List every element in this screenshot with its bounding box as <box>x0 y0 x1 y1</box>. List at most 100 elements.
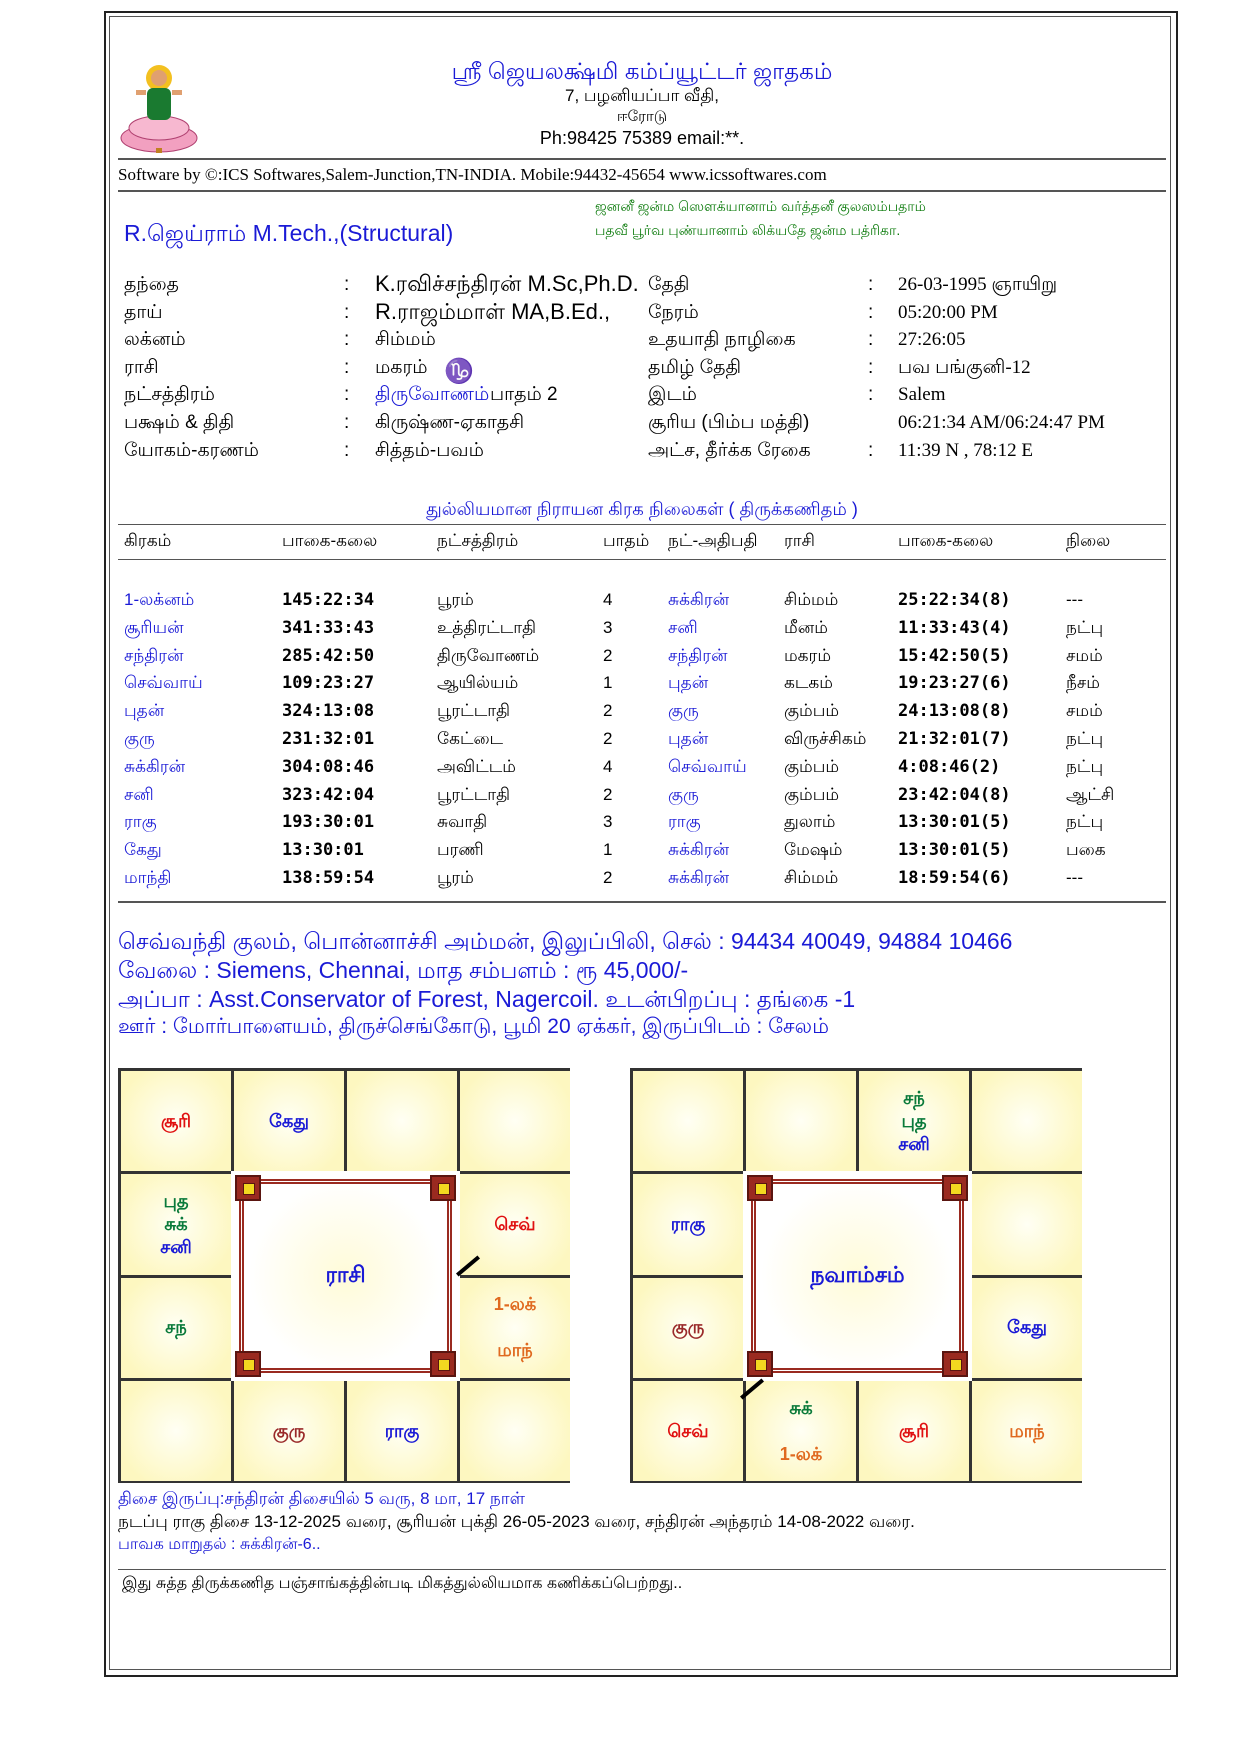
table-cell: 285:42:50 <box>282 645 375 666</box>
chart-title: நவாம்சம் <box>810 1261 905 1287</box>
table-cell: செவ்வாய் <box>124 673 203 693</box>
table-cell: 193:30:01 <box>282 812 375 833</box>
info-line: செவ்வந்தி குலம், பொன்னாச்சி அம்மன், இலுப… <box>118 928 1013 954</box>
table-cell: மாந்தி <box>124 868 172 887</box>
detail-colon: : <box>344 274 350 295</box>
detail-label: ராசி <box>124 356 159 378</box>
table-cell: 15:42:50(5) <box>898 645 1011 666</box>
table-cell: --- <box>1066 590 1083 609</box>
detail-colon: : <box>344 329 350 351</box>
planet-label: ராகு <box>670 1213 706 1234</box>
table-cell: நட்பு <box>1066 812 1104 832</box>
sloka-line-2: பதவீ பூர்வ புண்யானாம் லிக்யதே ஜன்ம பத்ரி… <box>595 222 901 238</box>
planet-table-title: துல்லியமான நிராயன கிரக நிலைகள் ( திருக்க… <box>426 499 858 519</box>
table-cell: 145:22:34 <box>282 590 375 610</box>
info-line: அப்பா : Asst.Conservator of Forest, Nage… <box>118 986 856 1012</box>
planet-label: செவ் <box>667 1420 709 1441</box>
fret-corner-ornament <box>430 1175 456 1202</box>
table-cell: நட்பு <box>1066 729 1104 748</box>
pada-value: பாதம் 2 <box>490 384 558 406</box>
table-cell: 231:32:01 <box>282 729 375 749</box>
house-cell: சுக் 1-லக் <box>746 1380 856 1482</box>
house-cell <box>121 1380 231 1482</box>
divider <box>118 559 1166 560</box>
detail-value: 05:20:00 PM <box>898 301 998 323</box>
detail-label: தந்தை <box>124 274 179 295</box>
table-cell: --- <box>1066 868 1083 887</box>
planet-label: கேது <box>269 1110 309 1131</box>
detail-label: நேரம் <box>648 301 699 323</box>
table-cell: 1 <box>603 673 613 693</box>
detail-colon: : <box>344 412 350 433</box>
house-cell: கேது <box>234 1071 344 1172</box>
table-cell: 1 <box>603 840 613 860</box>
table-cell: சிம்மம் <box>784 590 839 609</box>
planet-label: மாந் <box>497 1340 533 1361</box>
table-cell: கும்பம் <box>784 701 840 721</box>
house-cell: சந் புத சனி <box>859 1071 969 1172</box>
table-cell: ஆட்சி <box>1066 784 1115 804</box>
planet-label: சனி <box>898 1133 930 1154</box>
table-cell: 25:22:34(8) <box>898 590 1011 610</box>
table-cell: நட்பு <box>1066 756 1104 776</box>
table-cell: சிம்மம் <box>784 868 839 887</box>
divider <box>118 1569 1166 1570</box>
house-cell: சூரி <box>121 1071 231 1172</box>
divider <box>118 158 1166 160</box>
table-cell: உத்திரட்டாதி <box>437 617 537 637</box>
table-cell: கடகம் <box>784 673 833 693</box>
table-cell: ராகு <box>668 812 701 832</box>
table-cell: புதன் <box>124 701 165 721</box>
chart-title: ராசி <box>325 1261 366 1287</box>
capricorn-symbol: ♑ <box>444 357 474 385</box>
house-cell: செவ் <box>633 1380 743 1482</box>
sloka-line-1: ஜனனீ ஜன்ம ஸௌக்யானாம் வர்த்தனீ குலஸம்பதாம… <box>595 198 926 214</box>
house-cell <box>347 1071 457 1172</box>
detail-value: Salem <box>898 384 946 406</box>
table-cell: பூரம் <box>437 590 474 609</box>
table-cell: பூரட்டாதி <box>437 784 511 804</box>
detail-value: 11:39 N , 78:12 E <box>898 439 1033 461</box>
planet-label: 1-லக் <box>493 1294 537 1315</box>
fret-corner-ornament <box>430 1350 456 1377</box>
header-phone: Ph:98425 75389 email:**. <box>539 128 745 148</box>
table-cell: 341:33:43 <box>282 617 375 638</box>
house-cell: மாந் <box>972 1380 1082 1482</box>
table-cell: 11:33:43(4) <box>898 617 1011 638</box>
table-cell: 2 <box>603 784 613 804</box>
detail-value: சிம்மம் <box>375 329 436 351</box>
table-cell: சந்திரன் <box>124 645 184 665</box>
house-cell: 1-லக் மாந் <box>460 1277 570 1378</box>
house-cell: ராகு <box>347 1380 457 1482</box>
house-cell: கேது <box>972 1277 1082 1378</box>
detail-label: நட்சத்திரம் <box>124 384 215 406</box>
table-cell: 4:08:46(2) <box>898 756 1001 777</box>
table-cell: பகை <box>1066 840 1106 860</box>
person-name: R.ஜெய்ராம் M.Tech.,(Structural) <box>124 220 454 246</box>
table-cell: பரணி <box>437 840 484 860</box>
planet-label: புத <box>163 1190 189 1211</box>
rasi-chart: சூரி கேது புத சுக் சனி செவ் சந் 1-லக் மாந் குரு ரா… <box>118 1068 570 1483</box>
chart-center: ராசி <box>231 1171 460 1381</box>
table-cell: சுக்கிரன் <box>668 590 730 609</box>
detail-label: லக்னம் <box>124 329 186 351</box>
detail-value: பவ பங்குனி-12 <box>898 356 1031 378</box>
current-dasha: நடப்பு ராகு திசை 13-12-2025 வரை, சூரியன்… <box>118 1512 915 1531</box>
page-border-outer <box>104 11 1178 1677</box>
house-cell <box>746 1071 856 1172</box>
divider <box>118 524 1166 525</box>
detail-value: சித்தம்-பவம் <box>375 439 484 461</box>
table-cell: 13:30:01 <box>282 840 364 861</box>
table-cell: 2 <box>603 701 613 721</box>
table-cell: 2 <box>603 729 613 748</box>
detail-label: யோகம்-கரணம் <box>124 439 259 461</box>
table-cell: சுக்கிரன் <box>124 756 186 776</box>
table-cell: அவிட்டம் <box>437 756 516 776</box>
detail-value: 26-03-1995 ஞாயிறு <box>898 274 1058 295</box>
table-cell: நட்பு <box>1066 617 1104 637</box>
table-cell: 4 <box>603 590 613 609</box>
detail-colon: : <box>344 356 350 378</box>
planet-label: சுக் <box>164 1213 188 1234</box>
table-cell: 13:30:01(5) <box>898 812 1011 833</box>
column-header: கிரகம் <box>124 531 172 550</box>
